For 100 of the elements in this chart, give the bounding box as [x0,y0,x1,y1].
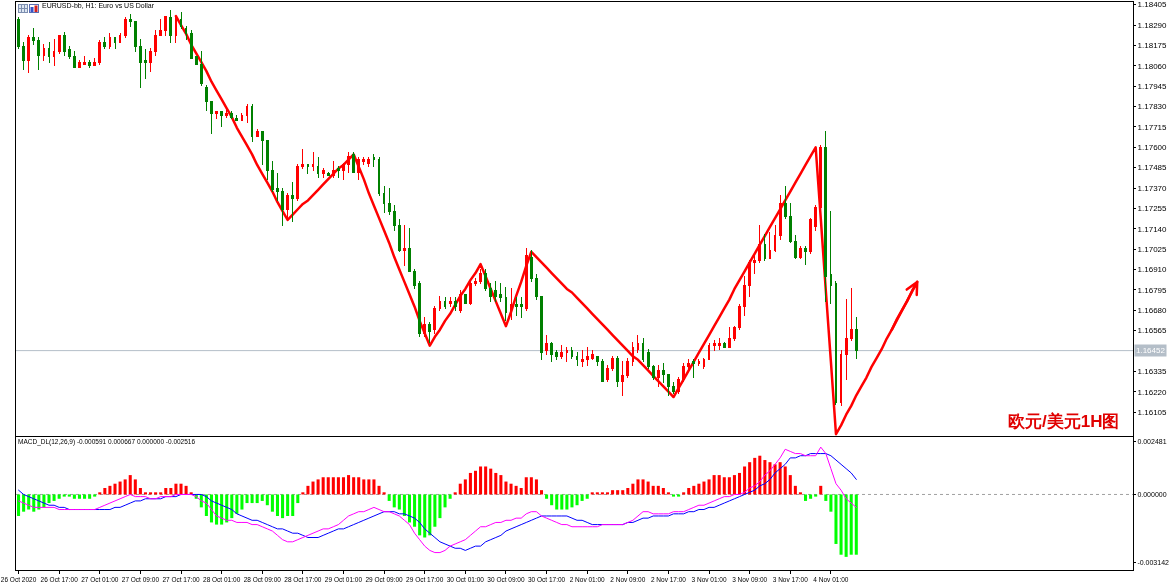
bar [255,494,259,504]
bar [17,494,21,516]
candlestick [529,249,533,283]
bar [93,494,97,497]
candlestick [504,286,508,322]
bar [83,494,87,499]
bar [677,494,681,497]
bar [423,494,427,538]
bar [534,479,538,495]
candlestick [844,299,848,380]
candlestick [656,364,660,387]
bar [519,488,523,495]
candlestick [722,341,726,348]
candlestick [78,59,81,69]
candlestick [443,297,447,309]
candlestick [733,325,736,341]
bar [651,485,655,495]
candlestick [601,359,604,382]
bar [281,494,285,519]
candlestick [433,306,437,334]
candlestick [631,341,635,366]
bar [413,494,417,527]
y-tick-label: 1.18290 [1137,20,1168,30]
bar [479,466,483,495]
y-tick-label: 1.17140 [1137,224,1168,234]
bar [494,472,498,495]
candlestick [210,100,213,134]
candlestick [423,316,427,338]
candlestick [184,26,188,40]
bar [793,485,797,495]
candlestick [113,36,117,49]
candlestick [316,157,320,178]
candlestick [463,293,467,304]
bar [687,488,691,495]
candlestick [291,182,295,223]
bar [671,494,676,497]
bar [616,490,620,495]
candlestick [804,245,807,265]
bar [463,479,467,495]
y-tick-label: 1.16220 [1137,387,1168,397]
bar [575,494,579,506]
bar [433,494,437,527]
bar [392,494,396,508]
bar [529,477,533,495]
candlestick [118,33,122,44]
candlestick [585,346,589,366]
candlestick [758,224,762,263]
y-tick-label: 1.16105 [1137,407,1168,417]
bar [336,477,340,495]
candlestick [667,373,670,396]
y-tick-label: 1.16795 [1137,285,1168,295]
bar [88,494,92,499]
bar [783,466,787,495]
y-tick-label: 1.16680 [1137,306,1168,316]
bar [631,483,635,495]
candlestick [362,157,366,166]
bar [296,494,300,504]
candlestick [17,17,20,49]
bar [539,490,544,495]
candlestick [83,56,86,65]
candlestick [387,187,391,216]
candlestick [799,245,802,260]
bar [819,485,823,495]
bar [128,475,132,495]
bar [286,494,290,516]
candlestick [306,164,310,175]
candlestick [37,36,41,70]
candlestick [499,283,503,302]
candlestick [382,185,386,214]
candlestick [474,277,477,286]
candlestick [854,316,858,359]
y-tick-label: 1.17715 [1137,122,1168,132]
bar [727,477,731,495]
bar [52,494,56,501]
candlestick [372,153,376,168]
candlestick [73,51,76,69]
bar [743,466,747,495]
candlestick [519,297,523,318]
candlestick [489,283,493,302]
candlestick [611,355,614,371]
candlestick [326,171,330,177]
bar [834,494,838,544]
candlestick [661,362,665,384]
bar [138,488,142,495]
y-tick-label: 1.18060 [1137,61,1168,71]
candlestick [672,382,675,394]
bar [362,479,366,495]
candlestick [194,56,198,65]
bar [357,477,361,495]
bar [484,466,488,495]
bar [702,481,706,495]
candlestick [814,205,818,232]
bar [387,494,391,501]
candlestick [103,36,107,49]
bar [646,481,650,495]
bar [402,494,406,516]
candlestick [651,364,655,380]
candlestick [123,17,127,38]
bar [164,488,168,495]
candlestick [108,33,112,49]
